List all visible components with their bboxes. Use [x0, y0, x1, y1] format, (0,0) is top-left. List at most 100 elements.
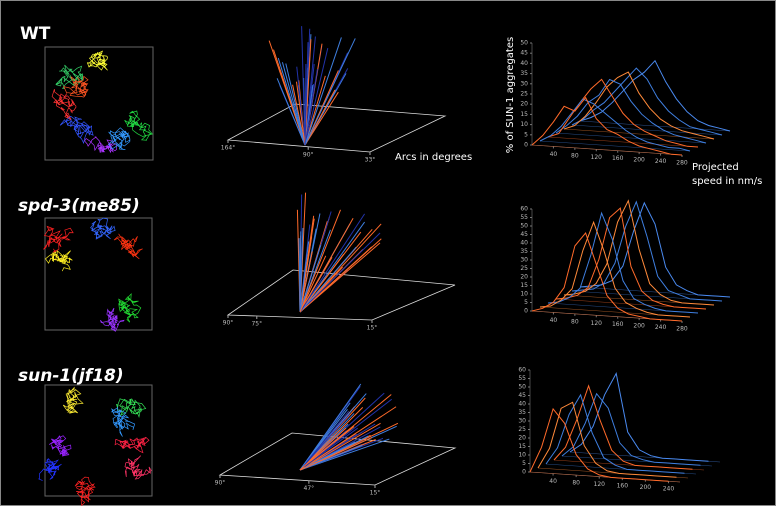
- arc-line: [299, 398, 393, 471]
- y-tick-label: 20: [520, 101, 528, 108]
- arc-line: [299, 251, 313, 313]
- x-tick-label: 160: [612, 155, 624, 162]
- arc-tick-label: 90°: [223, 320, 234, 327]
- x-tick-label: 40: [549, 478, 557, 485]
- arc-line: [299, 242, 381, 313]
- arc-line: [276, 78, 306, 146]
- x-tick-label: 280: [676, 160, 688, 167]
- x-tick-label: 80: [571, 152, 579, 159]
- series-line: [537, 401, 677, 478]
- y-tick-label: 40: [518, 401, 526, 408]
- arc-line: [304, 38, 356, 146]
- x-tick-label: 280: [676, 326, 688, 333]
- arc-plane: [226, 103, 447, 153]
- y-tick-label: 25: [520, 265, 528, 272]
- y-tick-label: 30: [518, 418, 526, 425]
- arc-line: [301, 26, 306, 146]
- trajectory: [111, 406, 136, 437]
- y-tick-label: 25: [520, 91, 528, 98]
- y-tick-label: 40: [520, 240, 528, 247]
- y-tick-label: 25: [518, 426, 526, 433]
- arc-line: [304, 89, 336, 146]
- arc-line: [299, 437, 373, 471]
- arc-tick-label: 15°: [370, 490, 381, 497]
- arc-line: [299, 246, 357, 313]
- series-line: [579, 201, 731, 298]
- y-tick-label: 55: [518, 375, 526, 382]
- depth-floor: [563, 128, 715, 140]
- trajectory: [51, 88, 77, 121]
- y-tick-label: 60: [520, 206, 528, 213]
- series-line: [539, 220, 691, 318]
- depth-floor: [571, 124, 723, 136]
- y-tick-label: 10: [520, 121, 528, 128]
- y-tick-label: 20: [520, 274, 528, 281]
- x-tick-label: 40: [550, 317, 558, 324]
- y-tick-label: 0: [522, 469, 526, 476]
- series-line: [569, 372, 709, 462]
- y-tick-label: 30: [520, 257, 528, 264]
- arc-line: [299, 427, 347, 471]
- series-line: [531, 231, 683, 322]
- x-axis-label: speed in nm/s: [692, 176, 762, 187]
- series-line: [579, 59, 731, 132]
- x-tick-label: 160: [617, 483, 629, 490]
- trajectory: [43, 225, 74, 253]
- y-tick-label: 30: [520, 80, 528, 87]
- trajectory: [74, 476, 96, 506]
- y-tick-label: 45: [520, 231, 528, 238]
- arc-line: [299, 444, 363, 471]
- y-tick-label: 55: [520, 214, 528, 221]
- arc-line: [299, 414, 350, 471]
- y-tick-label: 10: [518, 452, 526, 459]
- arc-line: [304, 37, 342, 146]
- x-tick-label: 40: [550, 151, 558, 158]
- x-tick-label: 80: [572, 480, 580, 487]
- arc-line: [299, 394, 392, 471]
- arc-line: [304, 68, 318, 146]
- arc-line: [299, 255, 327, 313]
- series-line: [531, 96, 683, 156]
- arc-tick-label: 47°: [304, 485, 315, 492]
- trajectory: [49, 435, 72, 457]
- trajectory-frame: [44, 384, 153, 497]
- trajectory-frame: [44, 217, 153, 331]
- y-tick-label: 45: [520, 50, 528, 57]
- y-tick-label: 50: [520, 40, 528, 47]
- x-tick-label: 120: [591, 154, 603, 161]
- arc-line: [299, 213, 366, 313]
- trajectory: [124, 110, 153, 141]
- depth-floor: [579, 120, 731, 132]
- series-line: [547, 78, 699, 148]
- arc-line: [304, 91, 339, 146]
- row-label: WT: [20, 24, 51, 44]
- series-line: [571, 67, 723, 136]
- y-tick-label: 50: [518, 384, 526, 391]
- trajectory: [108, 127, 131, 150]
- y-tick-label: 5: [524, 131, 528, 138]
- series-line: [571, 200, 723, 302]
- y-tick-label: 50: [520, 223, 528, 230]
- depth-floor: [555, 132, 707, 144]
- x-tick-label: 200: [633, 323, 645, 330]
- series-line: [563, 71, 715, 140]
- y-tick-label: 35: [518, 409, 526, 416]
- depth-floor: [539, 140, 691, 152]
- y-axis-label: % of SUN-1 aggregates: [505, 37, 516, 153]
- series-line: [529, 407, 669, 482]
- y-tick-label: 15: [520, 282, 528, 289]
- x-tick-label: 80: [571, 318, 579, 325]
- depth-floor: [531, 144, 683, 156]
- arc-line: [299, 209, 341, 313]
- arc-line: [304, 36, 316, 146]
- trajectory: [63, 75, 89, 98]
- y-tick-label: 0: [524, 308, 528, 315]
- y-tick-label: 35: [520, 248, 528, 255]
- y-tick-label: 60: [518, 367, 526, 374]
- arc-tick-label: 90°: [215, 480, 226, 487]
- x-tick-label: 200: [633, 157, 645, 164]
- x-tick-label: 120: [594, 481, 606, 488]
- arc-tick-label: 90°: [303, 151, 314, 158]
- arc-tick-label: 15°: [367, 325, 378, 332]
- arc-plane: [226, 269, 456, 321]
